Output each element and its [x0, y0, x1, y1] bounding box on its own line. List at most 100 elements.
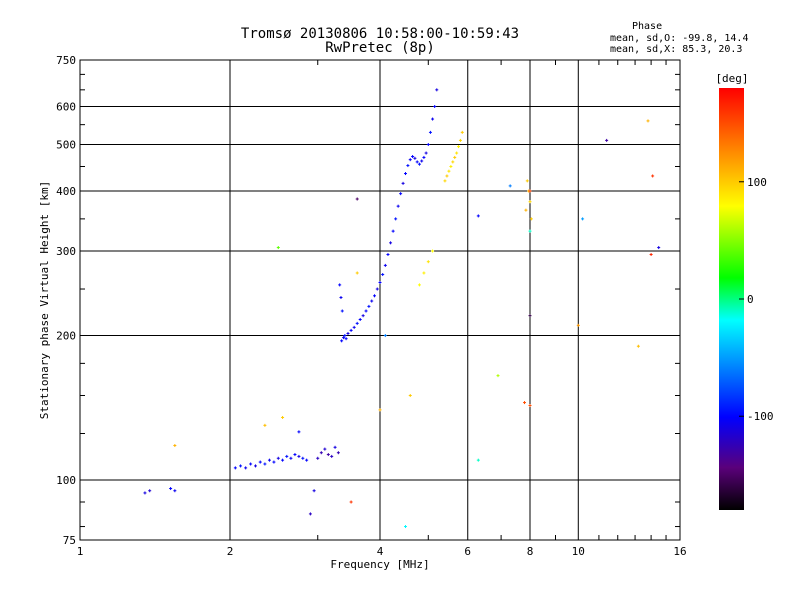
y-tick-label: 400 [56, 185, 76, 198]
data-point [364, 309, 368, 313]
data-point [378, 280, 382, 284]
data-point [276, 246, 280, 250]
data-point [308, 512, 312, 516]
data-point [528, 314, 532, 318]
data-point [173, 444, 177, 448]
data-point [447, 169, 451, 173]
data-point [349, 500, 353, 504]
data-point [316, 456, 320, 460]
y-tick-label: 75 [63, 534, 76, 547]
x-tick-label: 6 [464, 545, 471, 558]
data-point [433, 105, 437, 109]
data-point [339, 296, 343, 300]
data-point [391, 229, 395, 233]
data-point [408, 394, 412, 398]
data-point [258, 460, 262, 464]
data-point [417, 283, 421, 287]
data-point [528, 229, 532, 233]
data-point [342, 336, 346, 340]
data-point [426, 143, 430, 147]
data-point [406, 164, 410, 168]
data-point [355, 197, 359, 201]
data-point [431, 117, 435, 121]
data-point [525, 179, 529, 183]
data-point [289, 456, 293, 460]
data-point [169, 487, 173, 491]
data-point [355, 321, 359, 325]
x-tick-label: 10 [572, 545, 585, 558]
data-point [413, 156, 417, 160]
data-point [297, 430, 301, 434]
x-tick-label: 2 [227, 545, 234, 558]
data-point [312, 489, 316, 493]
data-point [415, 160, 419, 164]
data-point [340, 309, 344, 313]
data-point [396, 204, 400, 208]
data-point [253, 464, 257, 468]
data-point [336, 451, 340, 455]
data-point [424, 151, 428, 155]
data-point [323, 447, 327, 451]
data-point [636, 344, 640, 348]
data-point [358, 317, 362, 321]
data-point [244, 466, 248, 470]
y-tick-label: 200 [56, 330, 76, 343]
data-point [233, 466, 237, 470]
data-point [352, 325, 356, 329]
data-point [285, 454, 289, 458]
data-point [476, 214, 480, 218]
data-point [649, 253, 653, 257]
data-point [333, 445, 337, 449]
data-point [524, 208, 528, 212]
data-point [460, 130, 464, 134]
data-point [451, 160, 455, 164]
data-point [403, 525, 407, 529]
colorbar-tick-label: -100 [747, 410, 774, 423]
y-tick-label: 500 [56, 139, 76, 152]
data-point [394, 217, 398, 221]
data-point [305, 458, 309, 462]
data-point [349, 328, 353, 332]
data-point [370, 299, 374, 303]
grid [80, 60, 680, 540]
data-point [422, 155, 426, 159]
data-point [576, 323, 580, 327]
data-point [373, 294, 377, 298]
colorbar-label: [deg] [715, 72, 748, 85]
x-tick-label: 8 [527, 545, 534, 558]
data-point [297, 454, 301, 458]
data-point [272, 460, 276, 464]
data-point [443, 179, 447, 183]
data-point [646, 119, 650, 123]
data-point [378, 408, 382, 412]
data-point [346, 331, 350, 335]
data-point [458, 138, 462, 142]
data-point [344, 337, 348, 341]
data-point [528, 189, 532, 193]
data-point [411, 155, 415, 159]
data-point [355, 271, 359, 275]
data-point [408, 158, 412, 162]
data-point [389, 241, 393, 245]
data-point [173, 489, 177, 493]
data-point [267, 458, 271, 462]
chart-title: Tromsø 20130806 10:58:00-10:59:43 [240, 26, 520, 42]
data-point [496, 374, 500, 378]
data-point [428, 130, 432, 134]
data-point [508, 184, 512, 188]
data-point [330, 454, 334, 458]
data-point [239, 464, 243, 468]
data-point [343, 334, 347, 338]
y-tick-label: 600 [56, 101, 76, 114]
data-point [276, 456, 280, 460]
chart-subtitle: RwPretec (8p) [325, 40, 435, 56]
plot-frame [79, 59, 681, 541]
data-point [367, 304, 371, 308]
data-point [420, 159, 424, 163]
data-point [651, 174, 655, 178]
data-point [293, 453, 297, 457]
data-point [281, 458, 285, 462]
data-point [401, 181, 405, 185]
data-point [523, 401, 527, 405]
data-point [449, 164, 453, 168]
